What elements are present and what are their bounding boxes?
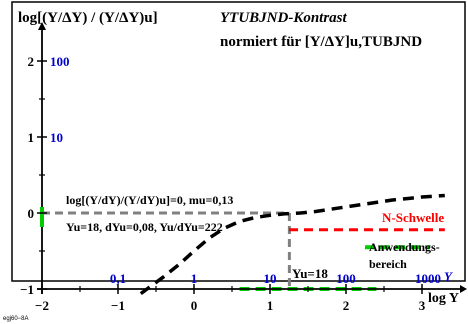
x-tick-label: −1 <box>111 298 125 313</box>
x-tick-label: 0 <box>191 298 198 313</box>
threshold-label: N-Schwelle <box>382 210 444 225</box>
x-blue-tick-label: 100 <box>336 271 356 286</box>
chart-title-line1: YTUBJND-Kontrast <box>220 10 348 26</box>
y-tick-label: 2 <box>28 54 35 69</box>
x-axis-arrow <box>460 285 467 293</box>
x-axis-label: log Y <box>428 291 459 306</box>
footer-code: egj60−8A <box>3 316 29 322</box>
contrast-curve <box>139 193 445 296</box>
y-axis-title: log[(Y/ΔY) / (Y/ΔY)u] <box>18 10 158 26</box>
y-tick-label: 0 <box>28 206 35 221</box>
chart-title-line2: normiert für [Y/ΔY]u,TUBJND <box>220 34 422 50</box>
blue-y-label: Y <box>444 269 453 284</box>
y-axis-arrow <box>38 22 46 30</box>
yu-marker-label: Yu=18 <box>292 266 328 281</box>
y-tick-label: −1 <box>20 282 34 297</box>
x-tick-label: 1 <box>267 298 274 313</box>
range-label-line1: Anwendungs- <box>369 240 440 254</box>
y-blue-tick-label: 10 <box>50 130 63 145</box>
x-tick-label: −2 <box>35 298 49 313</box>
x-tick-label: 2 <box>343 298 350 313</box>
y-tick-label: 1 <box>28 130 35 145</box>
zero-annotation-line2: Yu=18, dYu=0,08, Yu/dYu=222 <box>66 220 223 234</box>
y-blue-tick-label: 100 <box>50 54 70 69</box>
x-blue-tick-label: 1 <box>191 271 198 286</box>
chart-frame <box>11 1 466 282</box>
plot-labels: log[(Y/ΔY) / (Y/ΔY)u] YTUBJND-Kontrast n… <box>3 10 459 322</box>
range-label-line2: bereich <box>369 257 407 271</box>
zero-annotation-line1: log[(Y/dY)/(Y/dY)u]=0, mu=0,13 <box>66 193 233 207</box>
x-blue-tick-label: 0,1 <box>110 271 126 286</box>
x-blue-tick-label: 10 <box>264 271 277 286</box>
x-tick-label: 3 <box>419 298 426 313</box>
x-blue-tick-label: 1000 <box>415 271 441 286</box>
